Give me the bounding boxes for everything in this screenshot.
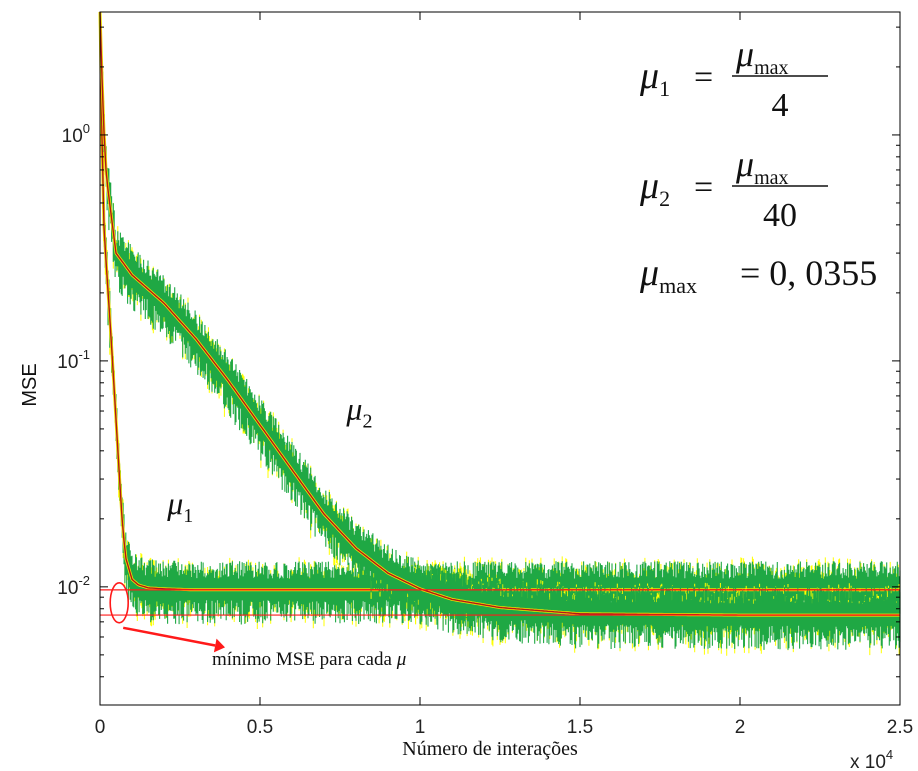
equation-3-value: = 0, 0355 <box>740 253 877 293</box>
y-tick-label: 10-1 <box>57 347 90 373</box>
equation-3-lhs: μmax <box>639 252 697 298</box>
series-labels: μ1 μ2 <box>166 391 372 527</box>
x-tick-label: 1 <box>415 717 426 738</box>
min-mse-arrow <box>122 626 216 647</box>
equation-2-lhs: μ2 <box>639 165 670 211</box>
tick-layer: 0 0.5 1 1.5 2 2.5 10-2 10-1 100 <box>57 12 913 738</box>
equation-2-numerator: μmax <box>735 144 789 189</box>
equation-1-denominator: 4 <box>772 87 789 124</box>
equation-1-equals: = <box>694 59 713 96</box>
y-axis-label: MSE <box>19 363 41 406</box>
x-axis-multiplier: x 104 <box>850 747 893 771</box>
y-tick-label: 10-2 <box>57 573 90 599</box>
y-tick-label: 100 <box>62 121 90 147</box>
equation-2-equals: = <box>694 169 713 206</box>
equation-2-denominator: 40 <box>763 197 797 234</box>
axes-box <box>99 11 901 706</box>
x-tick-label: 2 <box>735 717 746 738</box>
equation-1-numerator: μmax <box>735 34 789 79</box>
series-label-1: μ1 <box>166 485 193 527</box>
min-mse-annotation: mínimo MSE para cada μ <box>109 581 406 670</box>
equation-1-lhs: μ1 <box>639 55 670 101</box>
min-mse-ellipse <box>109 581 129 624</box>
equation-1: μ1 = μmax 4 <box>639 34 828 124</box>
x-tick-label: 2.5 <box>887 717 913 738</box>
x-tick-label: 0 <box>95 717 106 738</box>
min-mse-lines <box>100 589 900 616</box>
x-axis-label: Número de interações <box>402 738 578 760</box>
equation-2: μ2 = μmax 40 <box>639 144 828 234</box>
min-mse-arrowhead <box>213 638 226 653</box>
x-tick-label: 0.5 <box>247 717 273 738</box>
series-label-2: μ2 <box>345 391 372 433</box>
x-tick-label: 1.5 <box>567 717 593 738</box>
equation-3: μmax = 0, 0355 <box>639 252 877 298</box>
min-mse-annotation-text: mínimo MSE para cada μ <box>212 649 406 670</box>
equations: μ1 = μmax 4 μ2 = μmax 40 μmax = 0, 0355 <box>639 34 877 298</box>
